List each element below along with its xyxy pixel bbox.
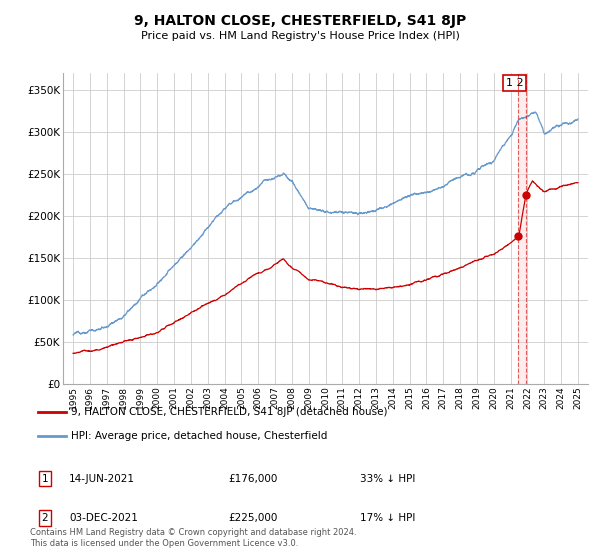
Text: 9, HALTON CLOSE, CHESTERFIELD, S41 8JP: 9, HALTON CLOSE, CHESTERFIELD, S41 8JP xyxy=(134,14,466,28)
Text: 9, HALTON CLOSE, CHESTERFIELD, S41 8JP (detached house): 9, HALTON CLOSE, CHESTERFIELD, S41 8JP (… xyxy=(71,407,388,417)
Text: 1: 1 xyxy=(41,474,49,484)
Text: 03-DEC-2021: 03-DEC-2021 xyxy=(69,513,138,523)
Text: Price paid vs. HM Land Registry's House Price Index (HPI): Price paid vs. HM Land Registry's House … xyxy=(140,31,460,41)
Text: 1 2: 1 2 xyxy=(506,78,524,88)
Text: 33% ↓ HPI: 33% ↓ HPI xyxy=(360,474,415,484)
Text: £176,000: £176,000 xyxy=(228,474,277,484)
Text: HPI: Average price, detached house, Chesterfield: HPI: Average price, detached house, Ches… xyxy=(71,431,328,441)
Text: £225,000: £225,000 xyxy=(228,513,277,523)
Text: 17% ↓ HPI: 17% ↓ HPI xyxy=(360,513,415,523)
Bar xyxy=(518,73,526,384)
Text: Contains HM Land Registry data © Crown copyright and database right 2024.
This d: Contains HM Land Registry data © Crown c… xyxy=(30,528,356,548)
Text: 14-JUN-2021: 14-JUN-2021 xyxy=(69,474,135,484)
Text: 2: 2 xyxy=(41,513,49,523)
